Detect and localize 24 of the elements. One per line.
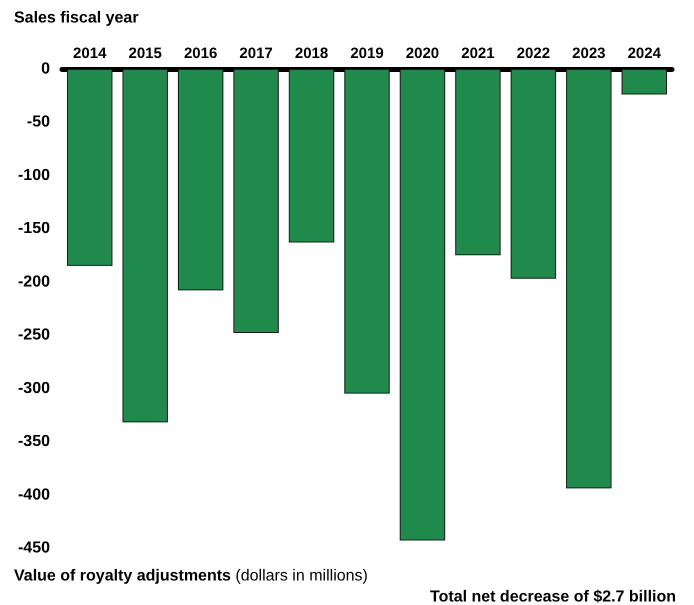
x-tick-label: 2019 [350,45,384,62]
y-tick-label: -250 [18,326,50,344]
y-tick-label: -100 [18,166,50,184]
text: Total net decrease of $2.7 billion [430,588,676,605]
y-tick-label: -450 [18,540,50,556]
x-tick-label: 2018 [294,45,328,62]
x-tick-label: 2014 [73,45,108,62]
x-tick-label: 2016 [184,45,218,62]
x-axis-title: Sales fiscal year [14,10,139,26]
x-tick-label: 2017 [239,45,273,62]
y-tick-label: -350 [18,433,50,450]
y-tick-label: -150 [18,220,50,238]
x-tick-label: 2021 [461,45,495,62]
y-tick-label: -200 [18,273,50,290]
y-tick-label: -400 [18,486,50,504]
x-tick-label: 2020 [406,45,440,62]
x-tick-label: 2015 [128,45,162,62]
x-tick-label: 2022 [516,45,550,62]
y-axis-title: Value of royalty adjustments (dollars in millions) [14,568,368,584]
x-tick-label: 2024 [628,45,662,62]
y-tick-label: -50 [26,114,50,131]
y-tick-label: 0 [41,60,50,78]
y-tick-label: -300 [18,380,50,397]
x-tick-label: 2023 [572,45,606,62]
